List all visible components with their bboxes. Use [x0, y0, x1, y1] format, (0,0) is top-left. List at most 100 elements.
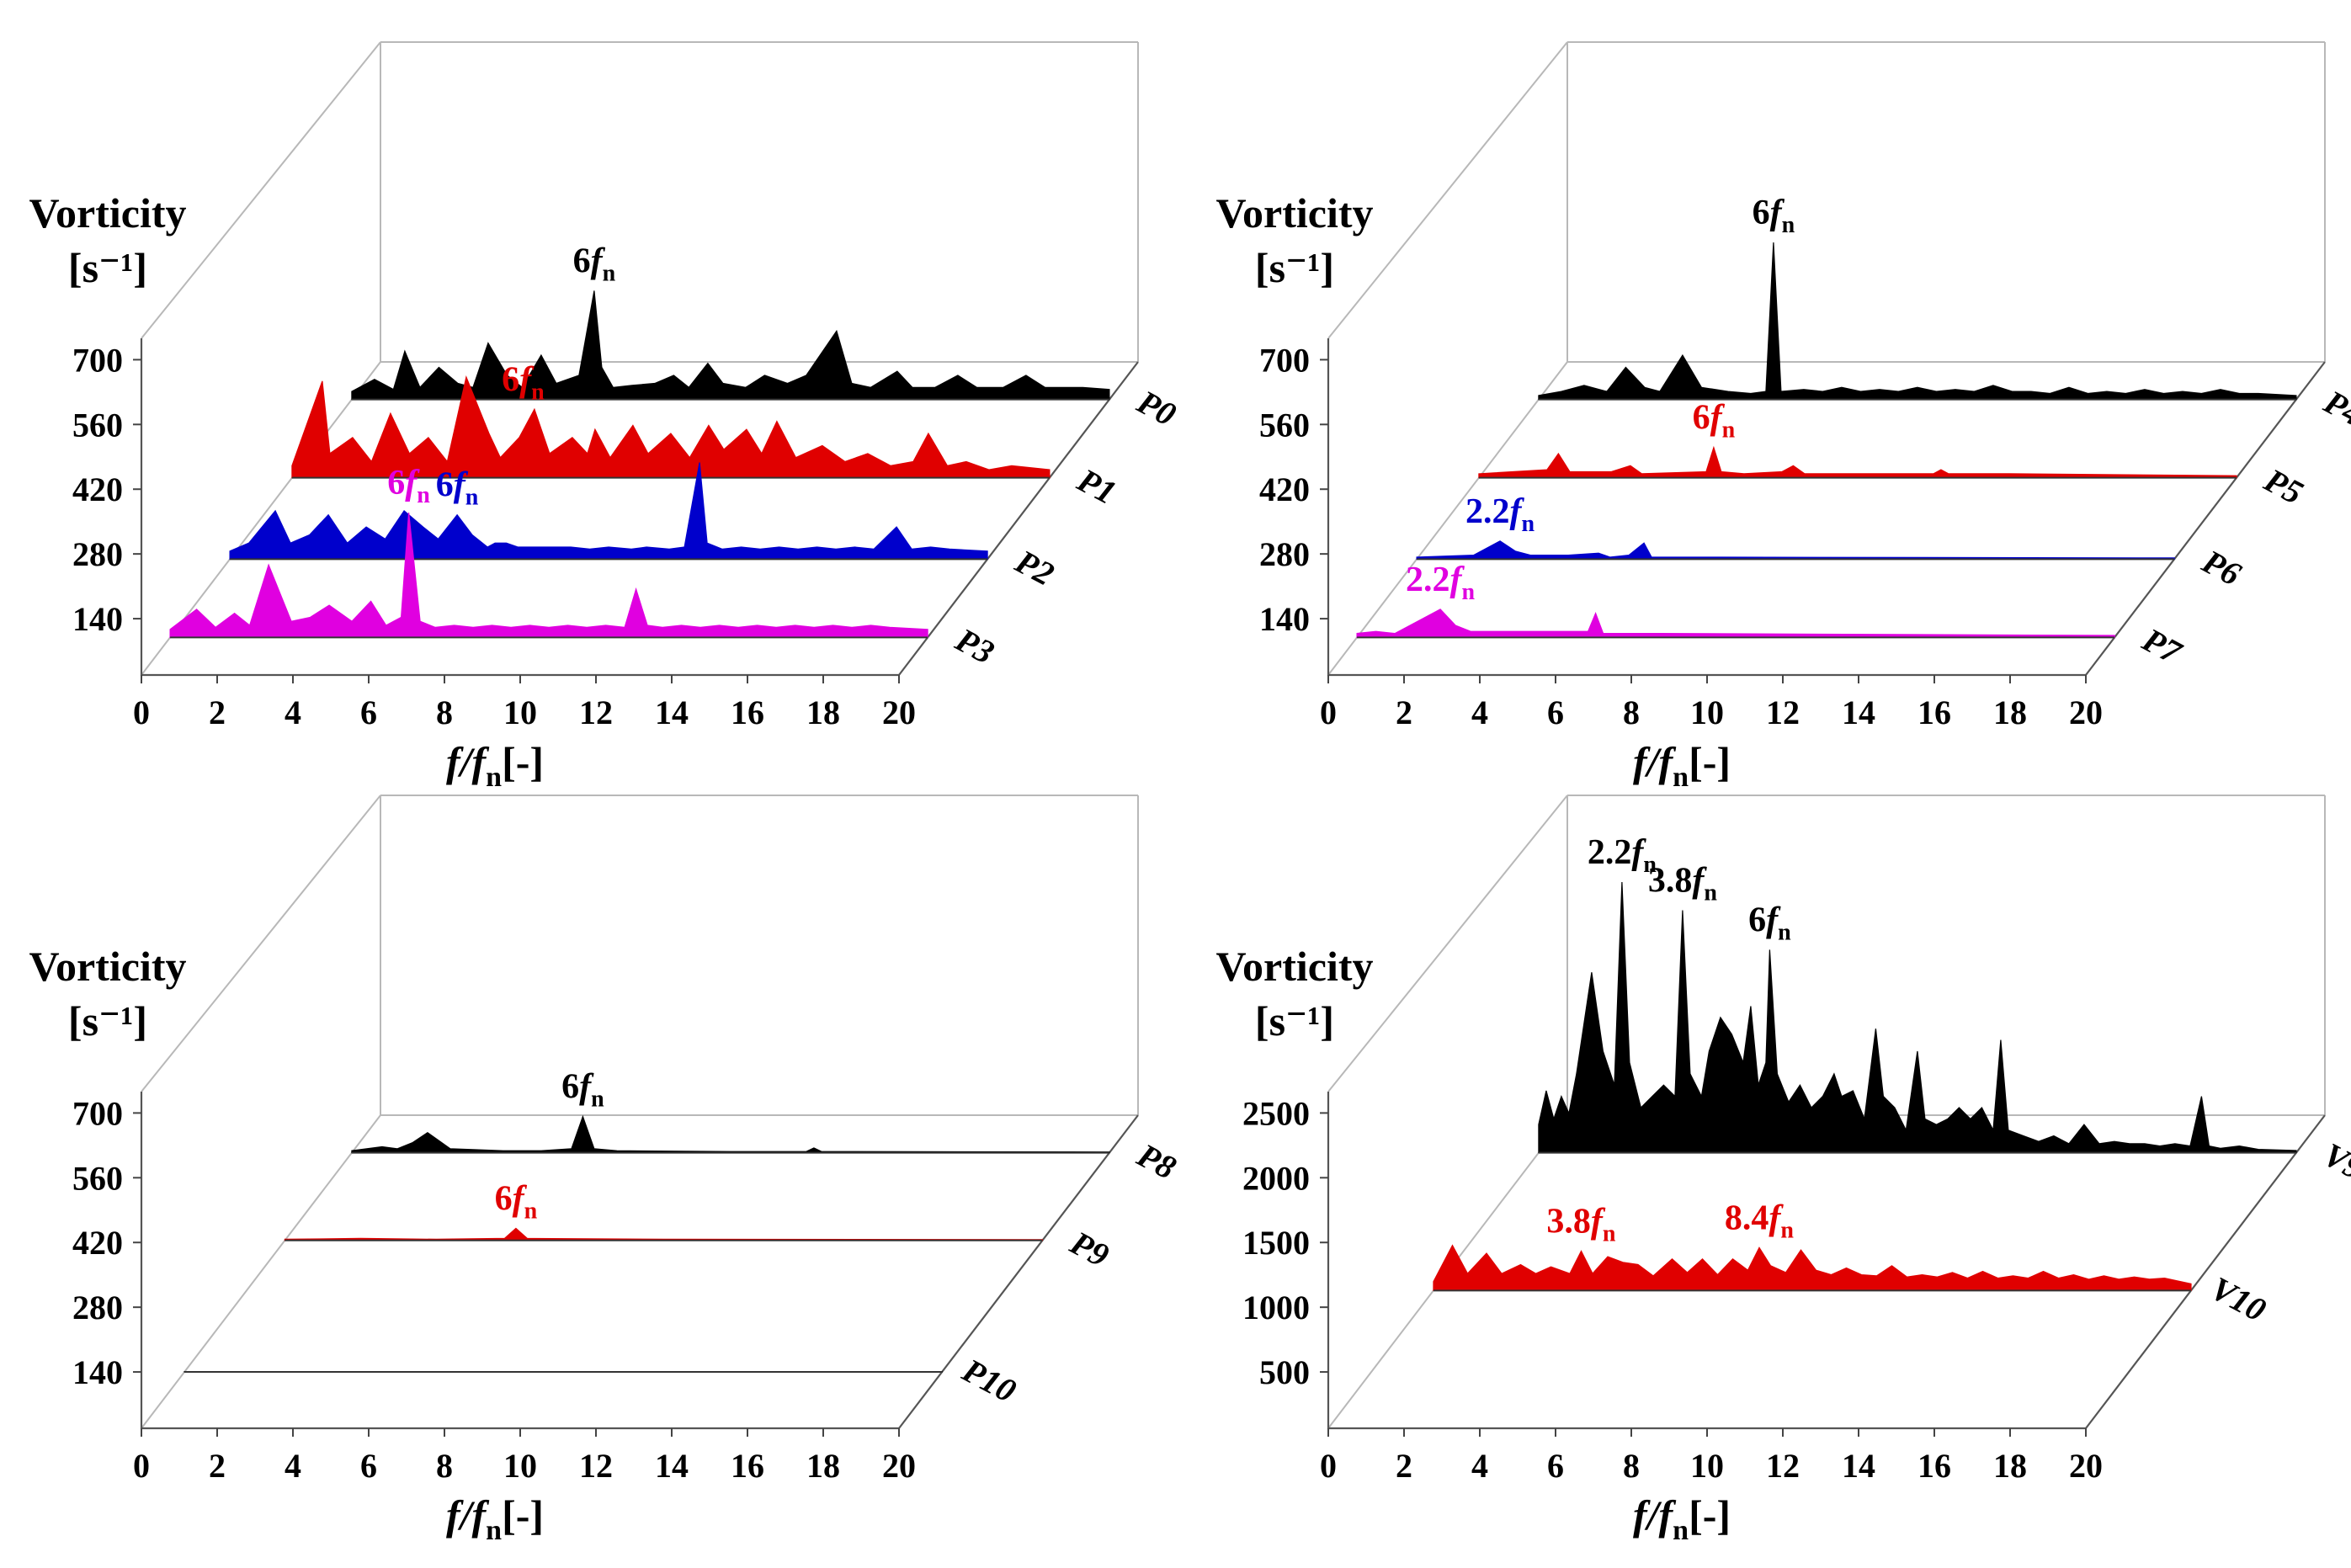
x-tick-label: 2 [1396, 1447, 1412, 1485]
y-ticks: 140 280 420 560 700 [1259, 341, 1328, 638]
x-tick-label: 16 [731, 1447, 764, 1485]
series-area-P0 [351, 290, 1110, 401]
x-ticks: 0 2 4 6 8 10 12 14 16 18 20 [1320, 1428, 2103, 1485]
x-axis-title: f/fn[-] [446, 1491, 544, 1546]
y-tick-label: 500 [1259, 1353, 1310, 1391]
series-area-P3 [169, 512, 928, 638]
series-label-P1: P1 [1071, 460, 1122, 512]
x-tick-label: 6 [360, 694, 377, 731]
series-label-P7: P7 [2136, 620, 2189, 672]
y-tick-label: 140 [1259, 600, 1310, 638]
y-axis-unit: [s⁻¹] [68, 997, 147, 1044]
x-tick-label: 6 [1547, 1447, 1564, 1485]
y-tick-label: 700 [1259, 341, 1310, 379]
series-label-P5: P5 [2258, 460, 2309, 512]
series-label-V10: V10 [2205, 1269, 2272, 1329]
peak-annotation: 3.8fn [1546, 1202, 1616, 1246]
peak-annotation: 6fn [1753, 194, 1795, 238]
back-wall [380, 41, 1139, 363]
x-tick-label: 10 [1690, 694, 1724, 731]
x-tick-label: 8 [436, 1447, 453, 1485]
y-axis-unit: [s⁻¹] [1255, 997, 1334, 1044]
depth-axis [898, 1114, 1139, 1429]
x-tick-label: 10 [503, 694, 537, 731]
x-axis-title: f/fn[-] [1633, 1491, 1731, 1546]
back-wall [380, 795, 1139, 1116]
axes [140, 1092, 899, 1430]
y-tick-label: 2000 [1242, 1159, 1310, 1197]
y-tick-label: 140 [72, 1353, 123, 1391]
peak-annotation: 6fn [573, 242, 616, 286]
chart-panel-bottom-left: 140 280 420 560 700 0 2 4 6 8 10 12 14 16 18 20 Vorticit… [29, 795, 1182, 1546]
y-tick-label: 1500 [1242, 1224, 1310, 1262]
series-area-P6 [1416, 540, 2175, 560]
x-ticks: 0 2 4 6 8 10 12 14 16 18 20 [1320, 675, 2103, 731]
y-axis-unit: [s⁻¹] [1255, 244, 1334, 291]
x-tick-label: 0 [1320, 1447, 1337, 1485]
x-tick-label: 20 [2069, 694, 2103, 731]
y-axis-title: Vorticity [29, 189, 187, 237]
x-tick-label: 4 [285, 1447, 301, 1485]
peak-annotation: 2.2fn [1588, 833, 1657, 878]
series-label-P10: P10 [956, 1351, 1023, 1410]
series-area-P1 [291, 375, 1051, 479]
side-wall [1327, 41, 1568, 676]
x-tick-label: 12 [579, 694, 613, 731]
y-tick-label: 280 [72, 535, 123, 573]
series-label-P3: P3 [949, 620, 1000, 672]
frame [1327, 41, 2326, 676]
x-ticks: 0 2 4 6 8 10 12 14 16 18 20 [133, 675, 916, 731]
peak-annotation: 6fn [1748, 901, 1791, 945]
x-tick-label: 12 [1766, 694, 1800, 731]
x-tick-label: 18 [806, 1447, 840, 1485]
series-area-P2 [229, 462, 988, 560]
y-axis-title: Vorticity [1216, 189, 1374, 237]
x-tick-label: 20 [882, 694, 916, 731]
series-label-P0: P0 [1130, 382, 1182, 433]
annotations: 6fn 6fn [495, 1068, 605, 1225]
peak-annotation: 6fn [436, 466, 479, 511]
peak-annotation: 6fn [495, 1179, 538, 1224]
peak-annotation: 2.2fn [1406, 561, 1476, 605]
x-tick-label: 10 [503, 1447, 537, 1485]
back-wall [1566, 41, 2326, 363]
back-wall [1566, 795, 2326, 1116]
series-label-V9: V9 [2317, 1135, 2351, 1188]
peak-annotation: 6fn [1693, 399, 1736, 444]
y-tick-label: 420 [72, 1224, 123, 1262]
y-ticks: 500 1000 1500 2000 2500 [1242, 1094, 1328, 1391]
x-tick-label: 8 [436, 694, 453, 731]
x-tick-label: 12 [1766, 1447, 1800, 1485]
series-V10: V10 [1433, 1244, 2272, 1329]
y-tick-label: 420 [72, 470, 123, 508]
x-tick-label: 12 [579, 1447, 613, 1485]
x-tick-label: 6 [1547, 694, 1564, 731]
x-tick-label: 14 [655, 694, 689, 731]
frame [1327, 795, 2326, 1429]
y-tick-label: 560 [1259, 406, 1310, 444]
peak-annotation: 8.4fn [1725, 1199, 1795, 1243]
x-tick-label: 4 [1471, 694, 1488, 731]
x-tick-label: 2 [1396, 694, 1412, 731]
x-tick-label: 4 [285, 694, 301, 731]
series-P10: P10 [184, 1351, 1022, 1410]
series-area-P8 [351, 1114, 1110, 1154]
x-tick-label: 10 [1690, 1447, 1724, 1485]
side-wall [141, 795, 381, 1429]
series-P5: P5 [1478, 445, 2309, 512]
series-area-P5 [1478, 445, 2237, 479]
series-label-P2: P2 [1008, 542, 1060, 593]
series-P3: P3 [169, 512, 1001, 672]
peak-annotation: 6fn [387, 464, 430, 508]
x-tick-label: 2 [209, 694, 226, 731]
depth-axis [898, 361, 1139, 676]
series-area-P4 [1538, 242, 2297, 401]
y-tick-label: 700 [72, 1094, 123, 1132]
x-tick-label: 0 [1320, 694, 1337, 731]
y-tick-label: 1000 [1242, 1289, 1310, 1326]
x-axis-title: f/fn[-] [1633, 738, 1731, 793]
series-P6: P6 [1416, 540, 2247, 593]
